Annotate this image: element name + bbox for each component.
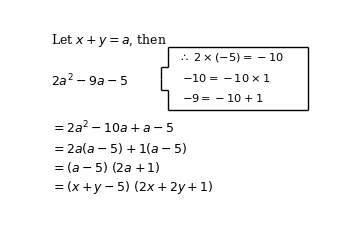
Text: $= (x + y - 5)\ (2x + 2y + 1)$: $= (x + y - 5)\ (2x + 2y + 1)$ [51, 179, 214, 195]
Text: Let $x + y = a$, then: Let $x + y = a$, then [51, 33, 167, 49]
Text: $= (a - 5)\ (2a + 1)$: $= (a - 5)\ (2a + 1)$ [51, 160, 161, 175]
Text: $2a^2 - 9a - 5$: $2a^2 - 9a - 5$ [51, 73, 129, 89]
Text: $= 2a(a - 5) + 1(a - 5)$: $= 2a(a - 5) + 1(a - 5)$ [51, 141, 188, 155]
Text: $\therefore$ $2 \times (-5) = -10$: $\therefore$ $2 \times (-5) = -10$ [178, 51, 283, 64]
Text: $-10 = -10 \times 1$: $-10 = -10 \times 1$ [182, 72, 270, 84]
Text: $= 2a^2 - 10a + a - 5$: $= 2a^2 - 10a + a - 5$ [51, 120, 175, 136]
Text: $-9 = -10 + 1$: $-9 = -10 + 1$ [182, 92, 263, 104]
